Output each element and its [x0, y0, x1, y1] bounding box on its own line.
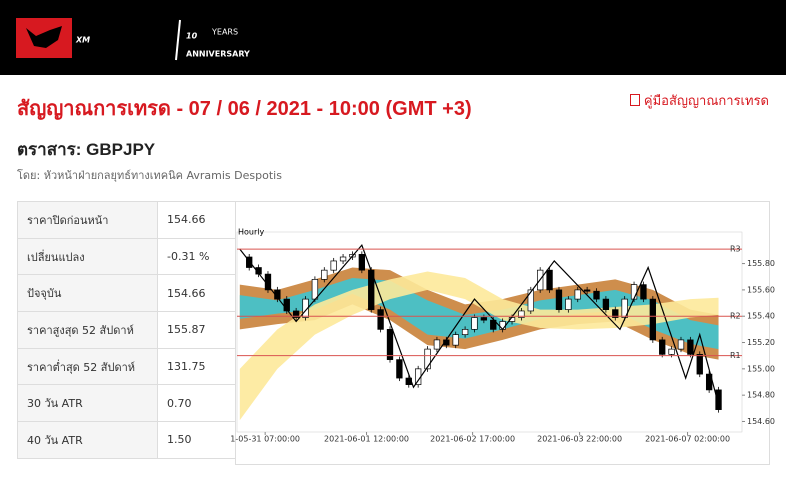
page-title: สัญญาณการเทรด - 07 / 06 / 2021 - 10:00 (… [17, 98, 472, 120]
candle [687, 339, 694, 355]
cell-value: -0.31 % [157, 237, 236, 276]
badge-sub: YEARS [211, 28, 238, 37]
table-row: ราคาปิดก่อนหน้า 154.66 [17, 201, 236, 239]
candle [565, 298, 572, 310]
candle [640, 284, 647, 300]
candle [612, 309, 619, 318]
guide-link-text[interactable]: คู่มือสัญญาณการเทรด [643, 94, 769, 109]
header: XM 10 YEARS ANNIVERSARY [0, 0, 786, 75]
candle [574, 289, 581, 300]
cell-label: ราคาปิดก่อนหน้า [17, 201, 158, 239]
candle [518, 310, 525, 318]
table-row: ราคาสูงสุด 52 สัปดาห์ 155.87 [17, 311, 236, 349]
candle [461, 329, 469, 335]
candle [555, 289, 563, 310]
candle [339, 256, 347, 262]
y-tick-label: 155.60 [747, 285, 775, 294]
candle [452, 334, 459, 346]
chart-title: Hourly [238, 228, 264, 237]
instrument: ตราสาร: GBPJPY [17, 140, 156, 159]
cell-label: 30 วัน ATR [17, 384, 158, 423]
x-tick-label: 2021-06-02 17:00:00 [430, 435, 515, 444]
candle [377, 309, 384, 330]
badge: 10 [186, 32, 198, 41]
cell-value: 1.50 [157, 421, 236, 459]
table-row: 40 วัน ATR 1.50 [17, 421, 236, 459]
band [239, 271, 719, 421]
candle [471, 317, 478, 330]
level-label: R1 [730, 351, 741, 360]
table-row: 30 วัน ATR 0.70 [17, 384, 236, 423]
candle [668, 348, 675, 355]
candle [659, 339, 666, 355]
candle [358, 254, 366, 271]
x-tick-label: 2021-06-07 02:00:00 [645, 435, 730, 444]
candle [630, 284, 638, 300]
candle [546, 269, 553, 291]
cell-label: ปัจจุบัน [17, 274, 158, 313]
candle [246, 256, 253, 268]
bull-icon [26, 26, 62, 48]
x-tick-label: 2021-06-03 22:00:00 [537, 435, 622, 444]
pdf-icon [629, 94, 640, 106]
badge-sub2: ANNIVERSARY [186, 50, 250, 59]
candle [386, 329, 394, 360]
candle [311, 279, 319, 300]
table-row: เปลี่ยนแปลง -0.31 % [17, 237, 236, 276]
cell-label: เปลี่ยนแปลง [17, 237, 158, 276]
level-label: R2 [730, 312, 741, 321]
y-tick-label: 155.80 [747, 259, 775, 268]
y-tick-label: 155.00 [747, 364, 775, 373]
logo-text: XM [75, 36, 90, 45]
cell-value: 0.70 [157, 384, 236, 423]
x-tick-label: 1-05-31 07:00:00 [230, 435, 300, 444]
plot [239, 243, 722, 421]
table-row: ปัจจุบัน 154.66 [17, 274, 236, 313]
candle [602, 298, 610, 310]
guide-link[interactable]: คู่มือสัญญาณการเทรด [629, 90, 769, 111]
candle [424, 348, 431, 370]
candle [499, 321, 506, 330]
candle [583, 289, 591, 292]
candle [527, 289, 534, 312]
cell-label: ราคาสูงสุด 52 สัปดาห์ [17, 311, 158, 349]
y-tick-label: 155.40 [747, 312, 775, 321]
x-tick-label: 2021-06-01 12:00:00 [324, 435, 409, 444]
stats-table: ราคาปิดก่อนหน้า 154.66 เปลี่ยนแปลง -0.31 % ป… [17, 201, 236, 459]
candle [480, 317, 488, 321]
candle [292, 310, 300, 318]
logo[interactable]: XM 10 YEARS ANNIVERSARY [0, 0, 260, 75]
author: โดย: หัวหน้าฝ่ายกลยุทธ์ทางเทคนิค Avramis… [17, 169, 282, 182]
level-label: R3 [730, 245, 741, 254]
candle [621, 298, 628, 318]
y-tick-label: 154.80 [747, 391, 775, 400]
candle [433, 339, 441, 350]
y-tick-label: 154.60 [747, 417, 775, 426]
candle [696, 354, 703, 375]
cell-label: 40 วัน ATR [17, 421, 158, 459]
candle [593, 290, 600, 300]
candle [649, 298, 656, 341]
zigzag [239, 243, 720, 405]
candle [677, 339, 685, 350]
candle [396, 359, 403, 379]
candle [302, 298, 309, 318]
candle [715, 389, 722, 410]
cell-label: ราคาต่ำสุด 52 สัปดาห์ [17, 347, 158, 386]
y-tick-label: 155.20 [747, 338, 775, 347]
divider [175, 19, 181, 61]
cell-value: 154.66 [157, 274, 236, 313]
candle [330, 260, 337, 271]
candle [321, 269, 328, 280]
cell-value: 154.66 [157, 201, 236, 239]
